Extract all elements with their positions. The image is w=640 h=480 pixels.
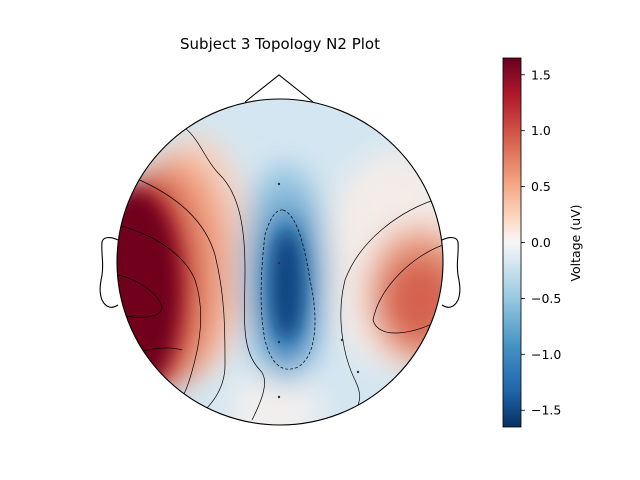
contour-line <box>117 224 202 401</box>
field-right-red <box>382 254 443 346</box>
colorbar-tick-label: 1.0 <box>531 123 551 138</box>
colorbar-tick-label: −1.0 <box>531 347 561 362</box>
colorbar-gradient <box>502 57 522 428</box>
chart-title: Subject 3 Topology N2 Plot <box>180 35 380 53</box>
field-left-darkred <box>117 190 180 390</box>
contour-lines <box>117 127 443 421</box>
colorbar-tick-label: 0.5 <box>531 179 551 194</box>
colorbar: −1.5 −1.0 −0.5 0.0 0.5 1.0 1.5 Voltage (uV) <box>502 57 583 428</box>
contour-line <box>134 177 226 411</box>
sensor-dot <box>277 395 281 399</box>
colorbar-label: Voltage (uV) <box>568 204 583 281</box>
sensor-dot <box>277 340 281 344</box>
sensor-dot <box>356 370 360 374</box>
field-center-darkblue <box>271 230 303 340</box>
contour-line <box>117 274 163 318</box>
colorbar-tick-label: 0.0 <box>531 235 551 250</box>
sensor-markers <box>277 182 360 399</box>
nose-outline <box>244 74 314 103</box>
head-outline <box>99 74 461 426</box>
colorbar-tick-label: −0.5 <box>531 291 561 306</box>
colorbar-tick-label: −1.5 <box>531 403 561 418</box>
left-ear-outline <box>99 237 119 308</box>
topomap-field <box>117 99 443 425</box>
colorbar-tick-label: 1.5 <box>531 67 551 82</box>
sensor-dot <box>277 261 281 265</box>
colorbar-ticks: −1.5 −1.0 −0.5 0.0 0.5 1.0 1.5 <box>521 67 561 418</box>
sensor-dot <box>277 182 281 186</box>
contour-line <box>340 197 441 409</box>
contour-line <box>184 127 265 421</box>
head-circle <box>116 98 444 426</box>
field-bottom-light <box>230 370 320 425</box>
sensor-dot <box>340 338 344 342</box>
right-ear-outline <box>441 237 461 308</box>
contour-line <box>372 244 443 334</box>
contour-line <box>260 209 316 370</box>
